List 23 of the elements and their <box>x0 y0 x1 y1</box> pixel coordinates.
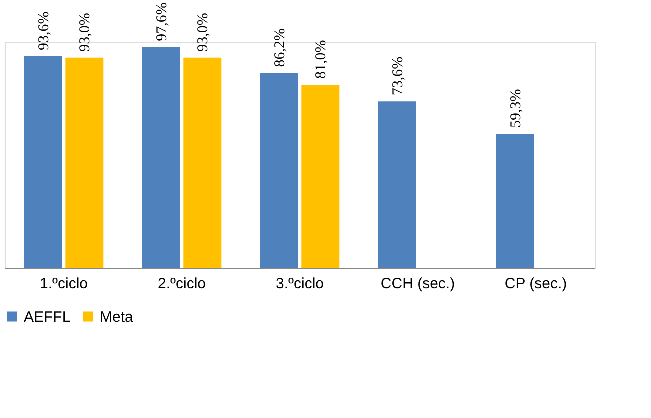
data-label: 97,6% <box>154 2 170 42</box>
bar <box>66 58 104 268</box>
x-tick-label: 2.ºciclo <box>158 276 206 292</box>
bar <box>496 134 534 268</box>
x-tick-label: CCH (sec.) <box>380 276 456 292</box>
data-label: 93,6% <box>36 12 52 50</box>
bar <box>184 58 222 268</box>
x-tick-label: CP (sec.) <box>504 276 568 292</box>
bar <box>24 56 62 268</box>
data-label: 81,0% <box>314 40 330 79</box>
data-label: 86,2% <box>272 28 288 68</box>
data-label: 73,6% <box>390 56 406 96</box>
data-label: 93,0% <box>196 13 212 52</box>
x-tick-label: 1.ºciclo <box>40 276 88 292</box>
x-tick-label: 3.ºciclo <box>276 276 324 292</box>
bar <box>302 84 340 268</box>
bar <box>260 73 298 268</box>
legend-label: Meta <box>100 308 134 326</box>
bar <box>378 102 416 268</box>
data-label: 93,0% <box>78 13 94 52</box>
legend-label: AEFFL <box>24 308 71 326</box>
data-label: 59,3% <box>508 89 524 128</box>
bar <box>142 47 180 268</box>
